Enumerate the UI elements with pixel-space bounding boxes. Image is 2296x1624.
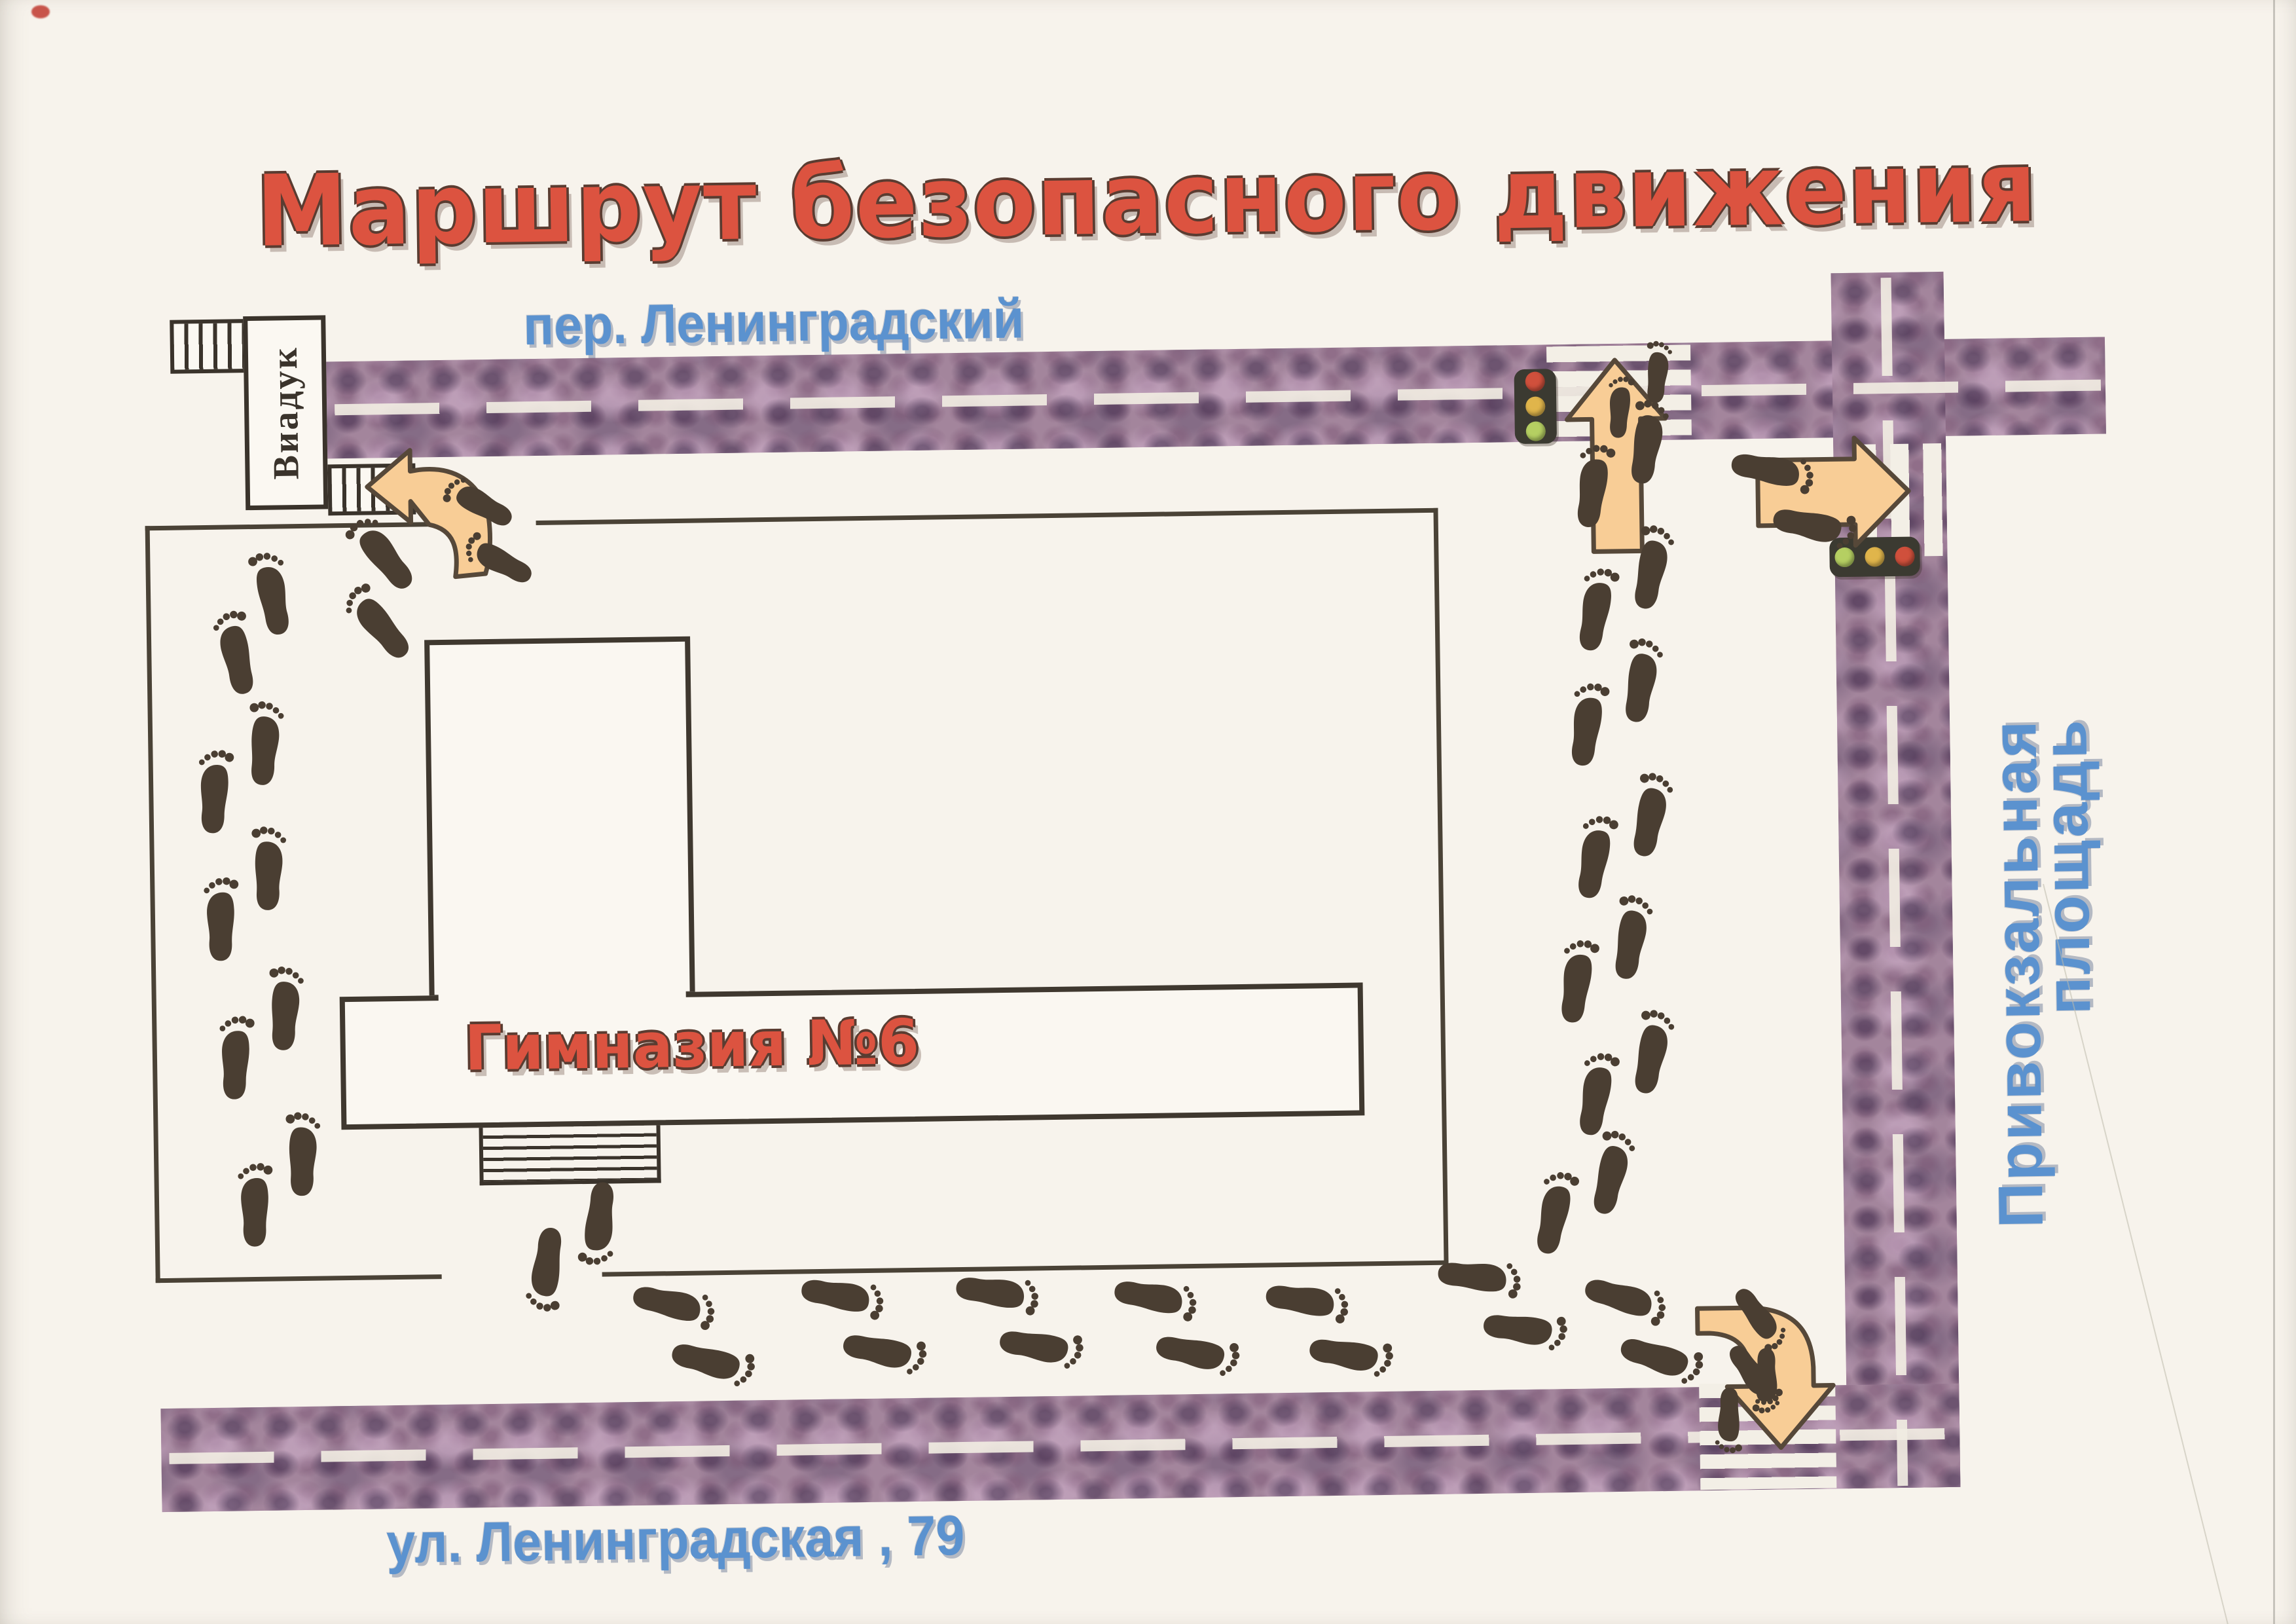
footprint-pair bbox=[519, 1179, 628, 1314]
viaduct-zebra-lower bbox=[327, 463, 416, 516]
traffic-light-pereulok bbox=[1514, 369, 1558, 445]
fence-top-left-segment bbox=[145, 522, 428, 531]
street-label-top: пер. Ленинградский bbox=[522, 287, 1025, 357]
footprint-pair bbox=[1263, 1275, 1395, 1380]
page-title: Маршрут безопасного движения bbox=[255, 130, 2039, 269]
footprint-pair bbox=[201, 962, 319, 1104]
fence-right bbox=[1433, 507, 1449, 1265]
fence-bottom-right-segment bbox=[602, 1260, 1449, 1277]
footprint-pair bbox=[182, 544, 325, 703]
scan-mark-top-left bbox=[31, 5, 50, 18]
footprint-pair bbox=[1551, 893, 1656, 1025]
school-building-tower bbox=[424, 636, 695, 1001]
viaduct-box: Виадук bbox=[243, 315, 329, 511]
footprint-pair bbox=[1569, 769, 1675, 902]
footprint-pair bbox=[1571, 1006, 1677, 1139]
school-label: Гимназия №6 bbox=[464, 1006, 920, 1085]
traffic-light-red bbox=[1895, 546, 1915, 566]
street-label-bottom: ул. Ленинградская , 79 bbox=[386, 1504, 966, 1576]
footprint-pair bbox=[625, 1277, 763, 1390]
fence-bottom-left-segment bbox=[155, 1274, 442, 1283]
footprint-pair bbox=[1434, 1248, 1570, 1357]
footprint-pair bbox=[181, 697, 297, 838]
zebra-crossing-top-road bbox=[1546, 344, 1692, 440]
footprint-pair bbox=[797, 1271, 930, 1377]
footprint-pair bbox=[1572, 1269, 1715, 1388]
traffic-light-square bbox=[1829, 536, 1920, 578]
traffic-light-red bbox=[1525, 371, 1545, 392]
street-label-right-line2: площадь bbox=[2030, 717, 2104, 1016]
footprint-pair bbox=[420, 471, 557, 593]
scan-crease-right bbox=[2273, 0, 2275, 1624]
traffic-light-yellow bbox=[1865, 547, 1885, 567]
fence-top-right-segment bbox=[536, 507, 1438, 525]
traffic-light-green bbox=[1525, 421, 1546, 441]
fence-left bbox=[145, 526, 160, 1283]
footprint-pair bbox=[1527, 1124, 1638, 1261]
viaduct-label: Виадук bbox=[264, 345, 307, 480]
street-label-right: Привокзальная площадь bbox=[1979, 718, 2104, 1228]
footprint-pair bbox=[183, 821, 305, 967]
footprint-pair bbox=[217, 1107, 339, 1252]
school-entrance-steps bbox=[479, 1125, 661, 1186]
traffic-light-green bbox=[1834, 547, 1855, 568]
zebra-crossing-bottom-road bbox=[1699, 1382, 1837, 1490]
footprint-pair bbox=[1561, 637, 1667, 769]
viaduct-zebra-upper bbox=[170, 318, 253, 374]
footprint-pair bbox=[1571, 522, 1677, 655]
footprint-pair bbox=[953, 1267, 1085, 1373]
traffic-light-yellow bbox=[1525, 396, 1546, 416]
footprint-pair bbox=[1110, 1272, 1243, 1378]
